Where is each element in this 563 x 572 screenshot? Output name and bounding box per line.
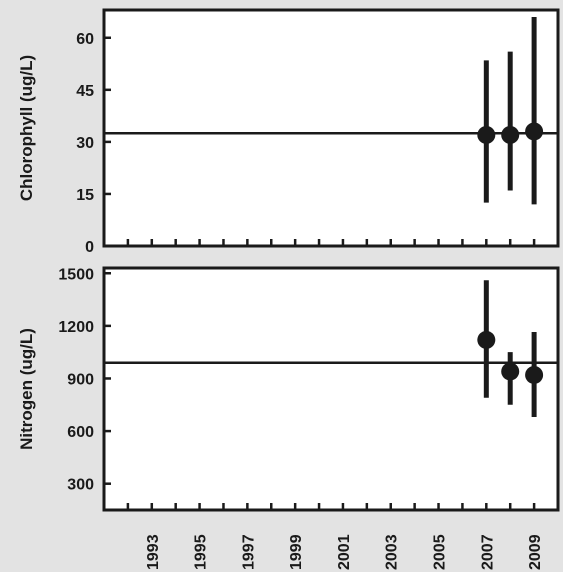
x-tick-label-2001: 2001 xyxy=(336,534,353,570)
nitrogen-y-tick-label: 900 xyxy=(67,371,94,388)
nitrogen-y-tick-label: 300 xyxy=(67,477,94,494)
chlorophyll-y-tick-label: 30 xyxy=(76,135,94,152)
chlorophyll-y-tick-label: 45 xyxy=(76,83,94,100)
x-tick-label-1997: 1997 xyxy=(240,534,257,570)
chlorophyll-y-tick-label: 15 xyxy=(76,187,94,204)
nitrogen-point-2009 xyxy=(525,365,544,384)
chlorophyll-point-2009 xyxy=(525,122,544,141)
chlorophyll-y-tick-label: 0 xyxy=(85,239,94,256)
x-tick-label-2003: 2003 xyxy=(384,534,401,570)
x-tick-label-1999: 1999 xyxy=(288,534,305,570)
chlorophyll-point-2008 xyxy=(501,125,520,144)
x-axis-tick-labels: 1993 1995 1997 1999 2001 2003 2005 2007 2009 xyxy=(145,534,544,570)
x-tick-label-1993: 1993 xyxy=(145,534,162,570)
chlorophyll-data-marks xyxy=(477,16,544,205)
nitrogen-plot-frame xyxy=(102,266,560,512)
nitrogen-panel: 300 600 900 1200 1500 1993 1995 1997 1999 2001 20… xyxy=(17,266,560,570)
nitrogen-y-axis-label: Nitrogen (ug/L) xyxy=(17,328,36,450)
nitrogen-y-tick-label: 600 xyxy=(67,424,94,441)
nitrogen-y-tick-label: 1500 xyxy=(58,266,94,283)
chlorophyll-panel: 0 15 30 45 60 Chlorophyll (ug/L) xyxy=(17,8,560,256)
nitrogen-data-marks xyxy=(477,280,544,418)
x-tick-label-2005: 2005 xyxy=(432,534,449,570)
x-tick-label-1995: 1995 xyxy=(193,534,210,570)
chlorophyll-ticks: 0 15 30 45 60 xyxy=(76,31,536,256)
chlorophyll-y-axis-label: Chlorophyll (ug/L) xyxy=(17,55,36,201)
nitrogen-point-2008 xyxy=(501,362,520,381)
chlorophyll-point-2007 xyxy=(477,125,496,144)
x-tick-label-2007: 2007 xyxy=(479,534,496,570)
chlorophyll-y-tick-label: 60 xyxy=(76,31,94,48)
nitrogen-point-2007 xyxy=(477,330,496,349)
x-tick-label-2009: 2009 xyxy=(527,534,544,570)
nitrogen-y-tick-label: 1200 xyxy=(58,319,94,336)
nitrogen-ticks: 300 600 900 1200 1500 xyxy=(58,266,536,510)
